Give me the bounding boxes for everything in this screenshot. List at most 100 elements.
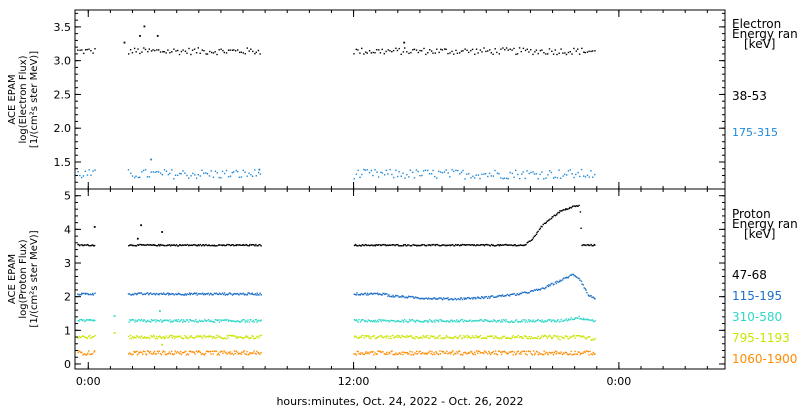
data-point xyxy=(214,245,216,247)
data-point xyxy=(217,335,220,337)
data-point xyxy=(134,321,136,323)
data-point xyxy=(545,53,547,55)
data-point xyxy=(549,352,552,354)
data-point xyxy=(510,244,513,246)
data-point xyxy=(460,297,463,299)
data-point xyxy=(401,319,403,321)
data-point xyxy=(513,176,515,178)
data-point xyxy=(591,245,593,247)
data-point xyxy=(92,244,94,246)
data-point xyxy=(242,337,244,340)
data-point xyxy=(417,51,419,54)
data-point xyxy=(195,244,197,247)
data-point xyxy=(260,294,262,296)
data-point xyxy=(133,176,136,179)
data-point xyxy=(398,335,400,337)
data-point xyxy=(418,320,420,322)
x-axis-label: hours:minutes, Oct. 24, 2022 - Oct. 26, … xyxy=(276,395,523,408)
data-point xyxy=(184,320,187,323)
data-point xyxy=(502,244,505,246)
data-point xyxy=(519,177,521,180)
data-point-spike xyxy=(140,224,142,227)
data-point xyxy=(181,352,184,354)
data-point xyxy=(247,245,249,247)
data-point xyxy=(408,335,410,338)
data-point xyxy=(475,350,478,352)
data-point xyxy=(426,336,428,339)
data-point-spike xyxy=(150,158,152,161)
data-point xyxy=(193,292,196,294)
data-point xyxy=(206,173,209,175)
data-point xyxy=(431,350,433,353)
data-point xyxy=(440,319,442,321)
data-point xyxy=(203,293,206,295)
data-point xyxy=(169,172,171,175)
data-point xyxy=(242,319,244,321)
data-point xyxy=(238,294,240,296)
data-point xyxy=(256,321,258,323)
data-point xyxy=(222,244,224,246)
data-point xyxy=(462,354,464,356)
data-point xyxy=(429,298,431,300)
data-point xyxy=(514,244,516,246)
data-point xyxy=(404,47,406,49)
data-point xyxy=(147,350,150,353)
data-point xyxy=(512,354,514,356)
data-point xyxy=(562,277,564,280)
data-point xyxy=(197,321,199,323)
data-point xyxy=(375,244,377,246)
data-point xyxy=(157,171,160,173)
data-point xyxy=(193,320,195,322)
data-point xyxy=(508,337,511,339)
data-point xyxy=(503,335,505,337)
data-point xyxy=(173,294,175,296)
data-point xyxy=(197,174,199,176)
data-point xyxy=(384,335,386,338)
data-point xyxy=(519,292,521,295)
data-point xyxy=(518,47,521,49)
data-point xyxy=(533,337,535,339)
data-point xyxy=(132,353,134,355)
data-point xyxy=(187,337,189,339)
data-point xyxy=(538,352,540,354)
data-point xyxy=(422,334,424,337)
data-point xyxy=(356,292,358,294)
data-point xyxy=(434,52,436,54)
data-point xyxy=(385,320,387,322)
data-point xyxy=(548,219,550,221)
data-point xyxy=(548,48,551,50)
data-point xyxy=(422,297,424,300)
data-point xyxy=(387,320,389,322)
data-point xyxy=(200,353,202,355)
data-point xyxy=(434,297,436,299)
data-point xyxy=(393,354,395,356)
data-point xyxy=(448,352,450,354)
panel-1-ytick-label: 1.5 xyxy=(54,156,72,169)
data-point xyxy=(447,52,449,55)
data-point xyxy=(455,321,457,323)
data-point xyxy=(498,244,500,246)
data-point xyxy=(246,294,248,296)
data-point xyxy=(388,321,390,323)
data-point xyxy=(477,244,480,246)
data-point-spike xyxy=(161,343,163,346)
data-point xyxy=(199,335,201,337)
data-point xyxy=(205,320,207,322)
data-point xyxy=(171,350,173,353)
data-point xyxy=(533,235,535,238)
data-point xyxy=(407,353,409,355)
data-point xyxy=(423,336,425,338)
data-point xyxy=(557,352,560,354)
data-point xyxy=(246,336,248,338)
data-point xyxy=(454,352,456,355)
data-point xyxy=(416,245,418,247)
data-point xyxy=(374,337,377,340)
data-point xyxy=(559,352,561,355)
data-point xyxy=(229,351,231,353)
data-point xyxy=(156,319,159,322)
data-point xyxy=(389,352,391,355)
data-point xyxy=(573,353,575,355)
data-point xyxy=(481,352,483,354)
data-point xyxy=(140,292,143,294)
data-point xyxy=(481,337,484,339)
